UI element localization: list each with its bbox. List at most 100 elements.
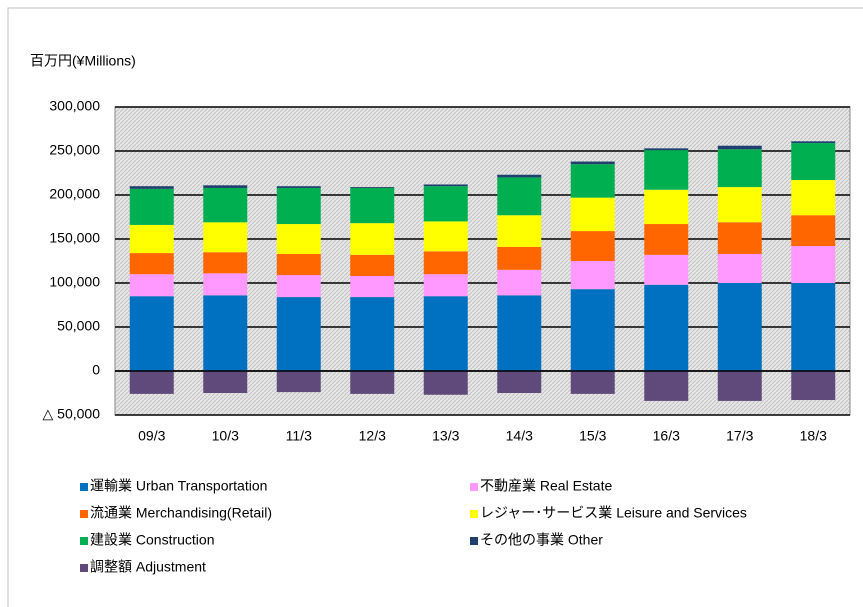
bar-segment [276, 224, 321, 254]
y-tick-label: 50,000 [57, 318, 100, 334]
legend-swatch [80, 537, 88, 545]
x-tick-label: 16/3 [653, 428, 680, 444]
x-tick-label: 15/3 [579, 428, 606, 444]
bar-segment [276, 275, 321, 298]
bar-segment [276, 186, 321, 188]
bar-segment [717, 187, 762, 223]
x-tick-label: 18/3 [800, 428, 827, 444]
bar-segment [497, 177, 542, 216]
legend-label: 不動産業 Real Estate [480, 478, 612, 494]
y-axis-label: 百万円(¥Millions) [30, 53, 136, 69]
bar-segment [570, 231, 615, 261]
bar-segment [203, 187, 248, 223]
bar-segment [129, 253, 174, 275]
bar-segment [570, 371, 615, 394]
bar-segment [129, 371, 174, 394]
bar-segment [203, 222, 248, 253]
bar-segment [791, 141, 836, 144]
bar-segment [497, 295, 542, 371]
bar-segment [276, 253, 321, 276]
bar-segment [570, 164, 615, 198]
bar-segment [423, 186, 468, 222]
bar-segment [717, 283, 762, 371]
legend-swatch [470, 483, 478, 491]
legend-label: レジャー･サービス業 Leisure and Services [480, 505, 747, 521]
bar-segment [350, 254, 395, 276]
y-tick-label: 250,000 [49, 142, 100, 158]
bar-segment [423, 274, 468, 297]
legend-swatch [80, 510, 88, 518]
bar-segment [644, 254, 689, 285]
bar-segment [644, 284, 689, 371]
bar-segment [497, 371, 542, 393]
bar-segment [497, 246, 542, 270]
legend-label: 調整額 Adjustment [90, 559, 206, 575]
x-tick-label: 11/3 [286, 428, 312, 444]
bar-segment [570, 261, 615, 290]
bar-segment [350, 223, 395, 255]
bar-segment [644, 148, 689, 151]
bar-segment [276, 187, 321, 225]
bar-segment [423, 251, 468, 275]
bar-segment [203, 273, 248, 296]
legend-swatch [80, 564, 88, 572]
bar-segment [423, 221, 468, 252]
legend-label: 流通業 Merchandising(Retail) [90, 505, 272, 521]
bar-segment [791, 371, 836, 401]
x-tick-label: 17/3 [726, 428, 753, 444]
bar-segment [350, 187, 395, 188]
x-tick-label: 10/3 [212, 428, 239, 444]
y-tick-label: 150,000 [49, 230, 100, 246]
bar-segment [644, 224, 689, 255]
bar-segment [129, 224, 174, 254]
bar-segment [276, 297, 321, 371]
bar-segment [791, 283, 836, 371]
bar-segment [129, 274, 174, 297]
bar-segment [717, 253, 762, 283]
bar-segment [129, 186, 174, 189]
x-tick-label: 12/3 [359, 428, 386, 444]
bar-segment [570, 161, 615, 165]
bar-segment [644, 150, 689, 190]
bar-segment [570, 289, 615, 371]
bar-segment [570, 197, 615, 232]
legend-label: 運輸業 Urban Transportation [90, 478, 267, 494]
legend-swatch [470, 537, 478, 545]
bar-segment [276, 371, 321, 393]
bar-segment [203, 252, 248, 274]
bar-segment [203, 185, 248, 188]
bar-segment [423, 184, 468, 187]
bar-segment [644, 371, 689, 401]
bar-segment [791, 143, 836, 181]
legend-label: 建設業 Construction [90, 532, 214, 548]
bar-segment [129, 188, 174, 225]
bar-segment [350, 371, 395, 394]
frame [7, 7, 863, 607]
x-tick-label: 14/3 [506, 428, 533, 444]
legend-label: その他の事業 Other [480, 532, 603, 548]
bar-segment [497, 174, 542, 178]
bar-segment [497, 269, 542, 296]
bar-segment [497, 215, 542, 247]
bar-segment [717, 149, 762, 188]
y-tick-label: 200,000 [49, 186, 100, 202]
bar-segment [717, 371, 762, 401]
bar-segment [203, 295, 248, 371]
bar-segment [717, 145, 762, 150]
x-tick-label: 09/3 [138, 428, 165, 444]
bar-segment [350, 297, 395, 371]
legend-swatch [80, 483, 88, 491]
bar-segment [350, 275, 395, 298]
bar-segment [350, 187, 395, 224]
x-tick-label: 13/3 [432, 428, 459, 444]
bar-segment [203, 371, 248, 393]
y-tick-label: 300,000 [49, 98, 100, 114]
bar-segment [791, 180, 836, 216]
bar-segment [717, 222, 762, 254]
bar-segment [129, 296, 174, 371]
bar-segment [791, 215, 836, 247]
bar-segment [423, 296, 468, 371]
bar-segment [791, 246, 836, 283]
legend-swatch [470, 510, 478, 518]
y-tick-label: 100,000 [49, 274, 100, 290]
